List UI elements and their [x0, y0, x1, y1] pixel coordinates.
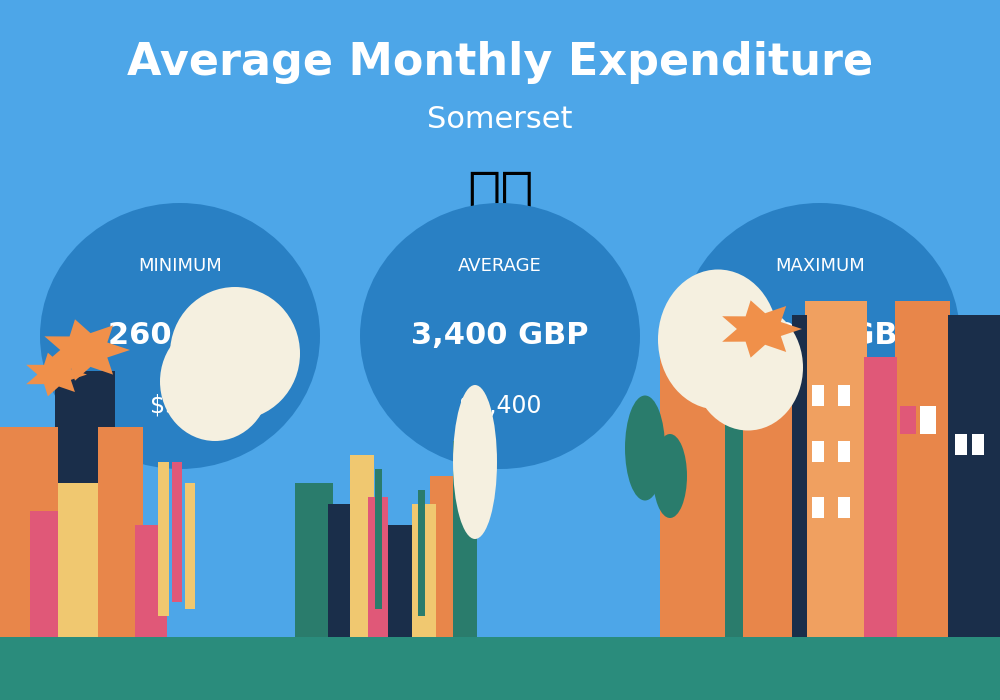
Text: Somerset: Somerset: [427, 104, 573, 134]
Ellipse shape: [680, 203, 960, 469]
Bar: [740, 336, 795, 637]
Bar: [368, 497, 388, 637]
Ellipse shape: [453, 385, 497, 539]
Text: $330: $330: [150, 394, 210, 418]
Bar: [900, 406, 916, 434]
Bar: [172, 462, 182, 602]
Ellipse shape: [170, 287, 300, 420]
Ellipse shape: [693, 304, 803, 430]
Bar: [838, 497, 850, 518]
Bar: [185, 483, 195, 609]
Ellipse shape: [360, 203, 640, 469]
Ellipse shape: [658, 270, 778, 410]
Text: 34,000 GBP: 34,000 GBP: [721, 321, 919, 351]
Text: 🇬🇧: 🇬🇧: [467, 169, 533, 223]
Bar: [972, 434, 984, 455]
Bar: [30, 511, 65, 637]
Bar: [895, 301, 950, 637]
Text: MINIMUM: MINIMUM: [138, 257, 222, 275]
Bar: [430, 476, 460, 637]
Text: $44,000: $44,000: [771, 394, 869, 418]
Polygon shape: [44, 319, 130, 381]
Text: Average Monthly Expenditure: Average Monthly Expenditure: [127, 41, 873, 85]
Bar: [812, 441, 824, 462]
Bar: [328, 504, 356, 637]
Text: 3,400 GBP: 3,400 GBP: [411, 321, 589, 351]
Bar: [295, 483, 333, 637]
Bar: [805, 301, 867, 637]
Bar: [0, 427, 58, 637]
Text: AVERAGE: AVERAGE: [458, 257, 542, 275]
Bar: [812, 497, 824, 518]
Bar: [660, 357, 728, 637]
Text: 260 GBP: 260 GBP: [108, 321, 252, 351]
Bar: [453, 441, 477, 637]
Text: MAXIMUM: MAXIMUM: [775, 257, 865, 275]
Ellipse shape: [160, 322, 270, 441]
Bar: [58, 483, 100, 637]
Bar: [418, 490, 425, 616]
Bar: [838, 385, 850, 406]
Bar: [98, 427, 143, 637]
Bar: [864, 357, 897, 637]
Ellipse shape: [625, 395, 665, 500]
Bar: [375, 469, 382, 609]
Text: $4,400: $4,400: [459, 394, 541, 418]
Bar: [350, 455, 374, 637]
Bar: [0, 637, 1000, 700]
Bar: [55, 371, 115, 637]
Ellipse shape: [653, 434, 687, 518]
Bar: [955, 434, 967, 455]
Bar: [792, 315, 807, 637]
Bar: [838, 441, 850, 462]
Bar: [382, 525, 420, 637]
Ellipse shape: [40, 203, 320, 469]
Bar: [135, 525, 167, 637]
Bar: [948, 315, 1000, 637]
Bar: [812, 385, 824, 406]
Polygon shape: [722, 300, 802, 358]
Bar: [920, 406, 936, 434]
Bar: [725, 406, 743, 637]
Bar: [158, 462, 169, 616]
Bar: [412, 504, 436, 637]
Polygon shape: [26, 353, 87, 396]
